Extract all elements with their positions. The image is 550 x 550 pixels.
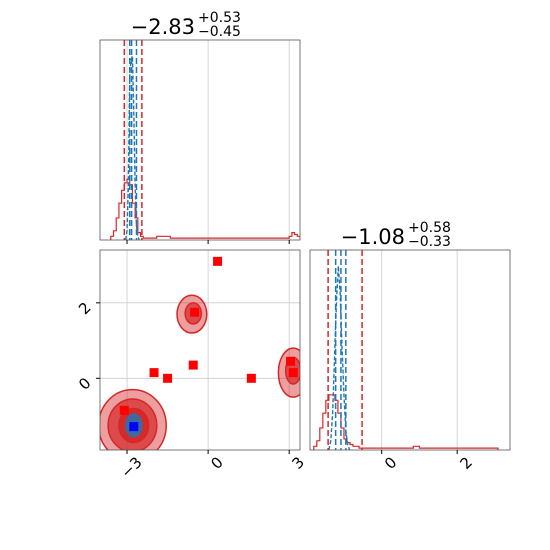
y-param-histogram-panel bbox=[309, 249, 511, 454]
right-blue-histogram bbox=[328, 265, 351, 450]
y-param-title-main: −1.08 bbox=[341, 225, 405, 249]
x-param-histogram-panel bbox=[99, 39, 301, 244]
top-panel-frame bbox=[99, 39, 301, 241]
top-red-histogram bbox=[110, 178, 300, 240]
red-marker-7 bbox=[288, 368, 298, 378]
x-param-title-minus: −0.45 bbox=[198, 24, 241, 40]
y-param-title-plus: +0.58 bbox=[408, 220, 451, 236]
joint-xtick-label-1: 0 bbox=[207, 453, 226, 472]
y-param-title-minus: −0.33 bbox=[408, 234, 451, 250]
right-xtick-label-0: 0 bbox=[381, 453, 400, 472]
red-marker-8 bbox=[119, 405, 129, 415]
joint-ytick-label-0: 0 bbox=[75, 374, 94, 393]
red-marker-4 bbox=[188, 360, 198, 370]
joint-ytick-label-1: 2 bbox=[75, 299, 94, 318]
joint-panel-frame bbox=[99, 249, 301, 451]
joint-xtick-label-2: 3 bbox=[288, 453, 307, 472]
joint-scatter-panel bbox=[96, 249, 301, 454]
joint-xtick-label-0: −3 bbox=[117, 453, 145, 481]
red-marker-1 bbox=[190, 307, 200, 317]
x-param-title-plus: +0.53 bbox=[198, 10, 241, 26]
right-red-histogram bbox=[313, 394, 499, 450]
red-marker-0 bbox=[213, 256, 223, 266]
top-blue-histogram bbox=[124, 55, 140, 240]
red-marker-6 bbox=[286, 356, 296, 366]
red-marker-3 bbox=[163, 373, 173, 383]
right-panel-frame bbox=[309, 249, 511, 451]
blue-marker-0 bbox=[129, 422, 139, 432]
x-param-title-main: −2.83 bbox=[131, 15, 195, 39]
red-marker-5 bbox=[246, 373, 256, 383]
right-xtick-label-1: 2 bbox=[456, 453, 475, 472]
red-marker-2 bbox=[149, 368, 159, 378]
